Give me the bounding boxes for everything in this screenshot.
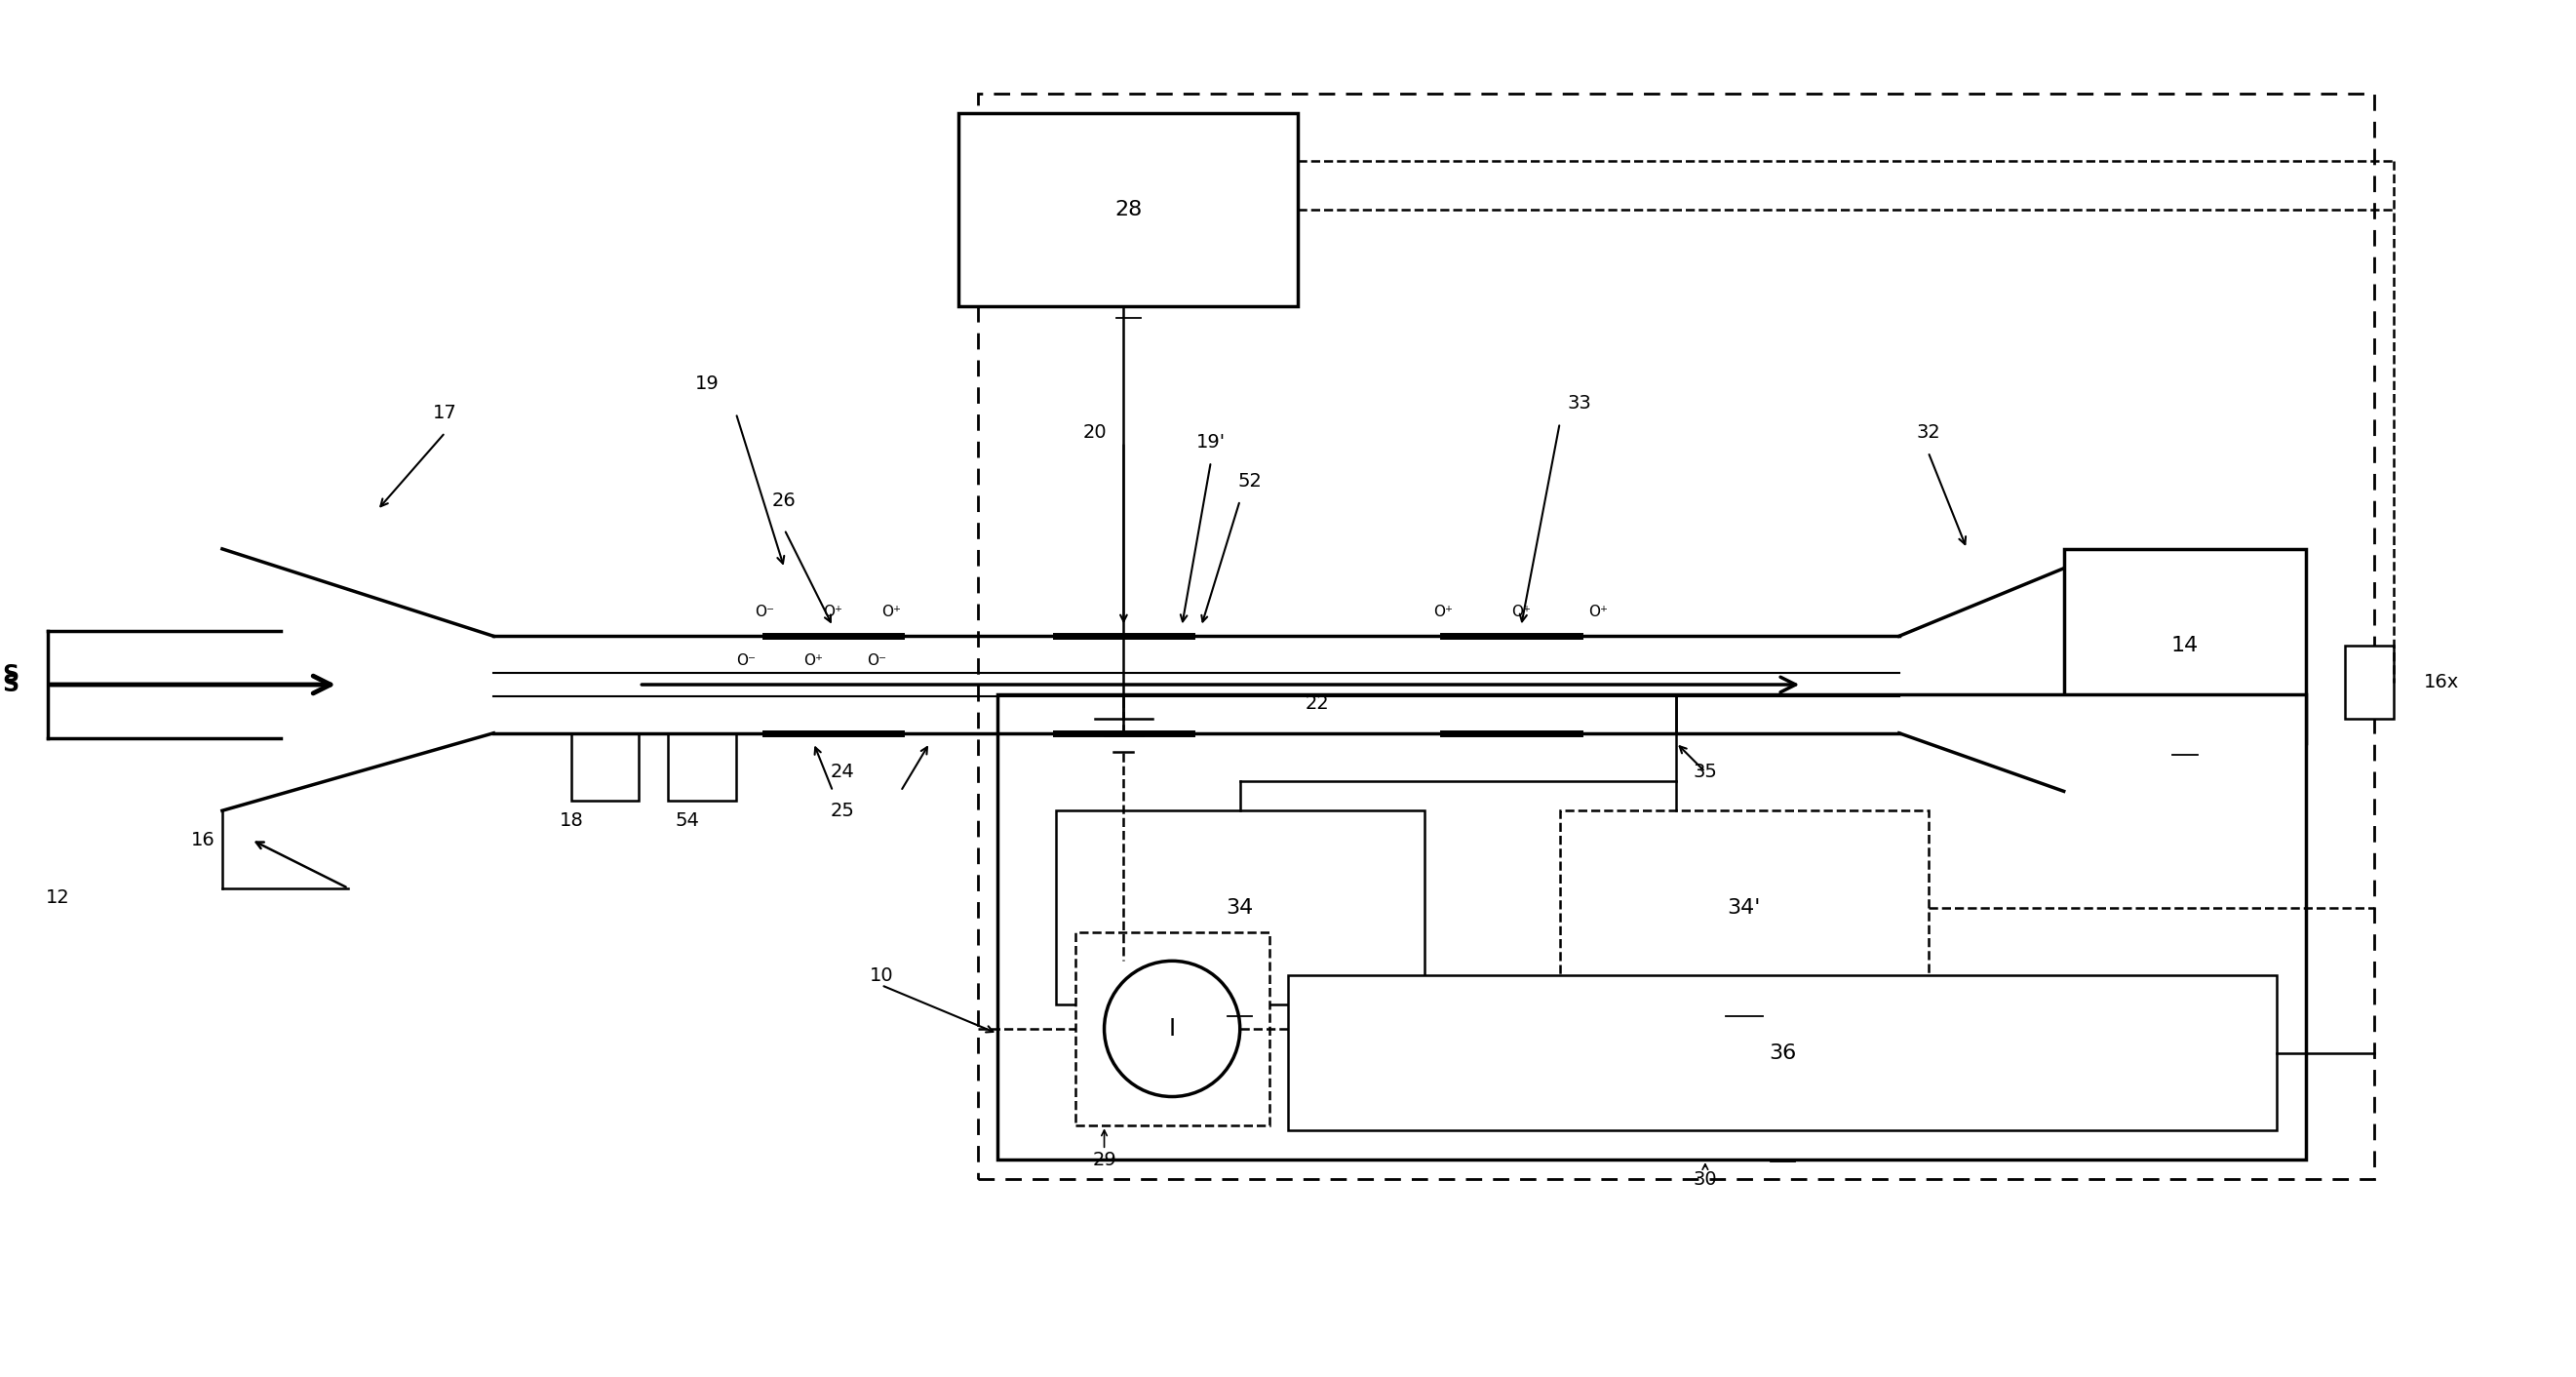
Text: 29: 29 [1092, 1150, 1115, 1169]
Bar [1074, 932, 1270, 1126]
Text: O⁻: O⁻ [866, 653, 886, 668]
Text: O⁺: O⁺ [1435, 605, 1453, 620]
Text: 10: 10 [868, 967, 894, 985]
Bar [979, 94, 2375, 1179]
Text: 35: 35 [1692, 763, 1718, 781]
Text: O⁺: O⁺ [804, 653, 824, 668]
Text: 16: 16 [191, 830, 214, 850]
Bar [1056, 811, 1425, 1005]
Text: O⁺: O⁺ [824, 605, 842, 620]
Text: O⁺: O⁺ [881, 605, 902, 620]
Text: 19: 19 [696, 375, 719, 394]
Text: 19': 19' [1195, 432, 1226, 452]
Text: 17: 17 [433, 403, 456, 423]
Text: 33: 33 [1566, 394, 1592, 413]
Bar [997, 694, 2306, 1159]
Text: 20: 20 [1082, 423, 1108, 442]
Text: 54: 54 [675, 811, 701, 829]
Bar [958, 113, 1298, 307]
Text: 24: 24 [829, 763, 855, 781]
Text: 52: 52 [1236, 472, 1262, 490]
Text: 34: 34 [1226, 898, 1255, 917]
Text: O⁺: O⁺ [1589, 605, 1607, 620]
Bar [2344, 646, 2393, 719]
Text: O⁻: O⁻ [755, 605, 775, 620]
Text: 30: 30 [1692, 1170, 1718, 1188]
Bar [1288, 975, 2277, 1131]
Bar [667, 733, 737, 801]
Bar [572, 733, 639, 801]
Bar [2063, 549, 2306, 742]
Text: S: S [3, 664, 18, 687]
Text: 18: 18 [559, 811, 582, 829]
Text: S: S [3, 673, 18, 697]
Text: O⁺: O⁺ [1512, 605, 1530, 620]
Text: 36: 36 [1770, 1044, 1795, 1063]
Text: 28: 28 [1115, 200, 1141, 219]
Ellipse shape [1105, 961, 1239, 1096]
Text: 34': 34' [1726, 898, 1762, 917]
Text: 32: 32 [1917, 423, 1940, 442]
Text: 14: 14 [2172, 636, 2200, 655]
Text: 16x: 16x [2424, 673, 2460, 691]
Text: 12: 12 [46, 888, 70, 907]
Text: 22: 22 [1306, 695, 1329, 713]
Text: O⁻: O⁻ [737, 653, 755, 668]
Text: 26: 26 [773, 492, 796, 509]
Bar [1561, 811, 1927, 1005]
Text: I: I [1170, 1018, 1175, 1041]
Text: 25: 25 [829, 801, 855, 819]
